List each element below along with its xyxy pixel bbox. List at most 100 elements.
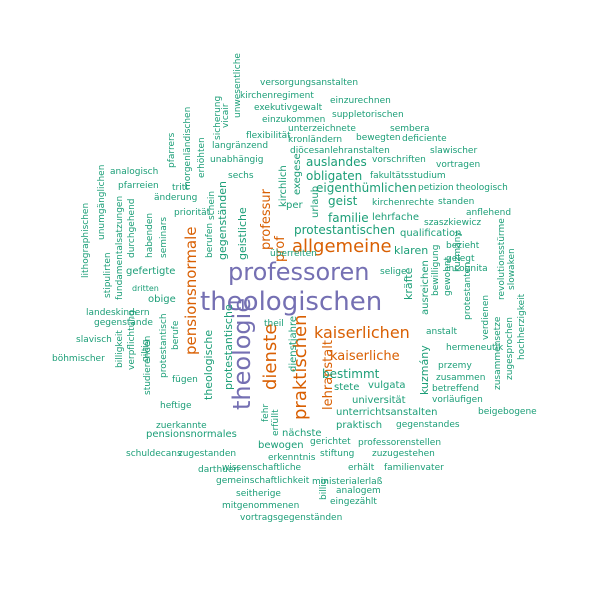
word-nächste: nächste [282, 428, 322, 439]
word-kaiserlichen: kaiserlichen [314, 323, 410, 342]
word-slawischer: slawischer [430, 146, 477, 156]
word-fundamentalsatzungen: fundamentalsatzungen [115, 196, 125, 300]
word-analogisch: analogisch [110, 167, 158, 177]
word-kronländern: kronländern [288, 135, 342, 145]
word-slavisch: slavisch [76, 335, 112, 345]
word-pensionsnormale: pensionsnormale [182, 226, 200, 355]
word-erkenntnis: erkenntnis [268, 453, 316, 463]
word-seitherige: seitherige [236, 489, 281, 499]
word-slowaken: slowaken [507, 248, 517, 290]
word-auslandes: auslandes [306, 155, 367, 169]
word-familie: familie [328, 211, 369, 225]
word-diöcesanlehranstalten: diöcesanlehranstalten [290, 146, 390, 156]
word-theologie: theologie [228, 298, 256, 410]
word-przemy: przemy [438, 361, 472, 371]
word-berufe: berufe [171, 320, 181, 350]
word-qualification: qualification [400, 228, 461, 239]
word-anflehend: anflehend [466, 208, 511, 218]
word-kuzm-ny: kuzmány [453, 231, 463, 272]
word-zusammen: zusammen [436, 373, 485, 383]
word-selige: selige [380, 267, 407, 277]
word-praktischen: praktischen [290, 314, 311, 420]
word-pfarreien: pfarreien [118, 181, 159, 191]
word-gegenstandes: gegenstandes [396, 420, 460, 430]
word-lehranstalt: lehranstalt [321, 340, 336, 410]
word-stipulirten: stipulirten [103, 252, 113, 298]
word-sicherung: sicherung [213, 96, 223, 140]
word-eigenthümlichen: eigenthümlichen [316, 181, 417, 195]
word-bestimmt: bestimmt [322, 367, 380, 381]
word-langränzend: langränzend [212, 141, 268, 151]
word-anstalt: anstalt [426, 327, 457, 337]
word-erhöhten: erhöhten [197, 137, 207, 178]
word-bezieht: bezieht [446, 241, 480, 251]
word-ausreichen: ausreichen [420, 260, 431, 315]
word-verdienen: verdienen [481, 295, 491, 340]
word-universität: universität [352, 395, 406, 406]
word-gegenstände: gegenstände [94, 318, 153, 328]
word-fügen: fügen [172, 375, 198, 385]
word-studierenden: studierenden [143, 336, 153, 395]
word-revolutionsstürme: revolutionsstürme [497, 218, 507, 300]
word-landeskindern: landeskindern [86, 308, 150, 318]
word-habenden: habenden [145, 213, 155, 258]
word-per: per [286, 200, 304, 211]
word-stete: stete [334, 382, 359, 393]
word-verpflichtung: verpflichtung [127, 310, 137, 370]
word-änderung: änderung [154, 193, 197, 203]
word-sechs: sechs [228, 171, 254, 181]
word-einzurechnen: einzurechnen [330, 96, 391, 106]
word-protestantisch: protestantisch [159, 313, 169, 378]
word-zuerkannte: zuerkannte [156, 421, 207, 431]
word-praktisch: praktisch [336, 420, 382, 431]
word-urlaub: urlaub [310, 186, 321, 218]
word-unabhängig: unabhängig [210, 155, 264, 165]
word-dienste: dienste [260, 324, 281, 390]
word-geistliche: geistliche [236, 207, 249, 260]
word-beigebogene: beigebogene [478, 407, 537, 417]
word-giltig: giltig [141, 340, 151, 362]
word-allgemeine: allgemeine [292, 236, 392, 257]
word-morgenländischen: morgenländischen [183, 107, 193, 190]
word-durchgehend: durchgehend [127, 199, 137, 258]
word-berufen: berufen [205, 223, 215, 258]
word-bewegten: bewegten [356, 133, 401, 143]
word-gegenständen: gegenständen [216, 181, 229, 260]
word-böhmischer: böhmischer [52, 354, 105, 364]
word-kirchenrechte: kirchenrechte [372, 198, 434, 208]
word-seminars: seminars [159, 217, 169, 258]
word-exegese: exegese [292, 153, 303, 195]
word-vicair: vicair [221, 103, 231, 128]
word-darthuen: darthuen [198, 465, 239, 475]
word-vulgata: vulgata [368, 380, 406, 391]
word-zuzugestehen: zuzugestehen [372, 449, 435, 459]
word-erhält: erhält [348, 463, 375, 473]
word-flexibilität: flexibilität [246, 131, 291, 141]
word-klaren: klaren [394, 244, 428, 257]
word-überreiten: überreiten [270, 249, 317, 259]
word-obligaten: obligaten [306, 169, 362, 183]
word-incognita: incognita [446, 264, 488, 274]
word-vorschriften: vorschriften [372, 155, 426, 165]
word-fehr: fehr [261, 404, 271, 422]
word-prof: prof [273, 236, 288, 262]
word-fakultätsstudium: fakultätsstudium [370, 171, 446, 181]
word-hochherzigkeit: hochherzigkeit [517, 293, 527, 360]
word-gefertigte: gefertigte [126, 266, 175, 277]
word-familienvater: familienvater [384, 463, 444, 473]
word-unterrichtsanstalten: unterrichtsanstalten [336, 407, 437, 418]
word-petizion: petizion [418, 183, 454, 193]
word-ministerialerlaß: ministerialerlaß [312, 477, 383, 487]
word-mitgenommenen: mitgenommenen [222, 501, 299, 511]
word-gelegt: gelegt [446, 254, 475, 264]
word-protestanten: protestanten [463, 262, 473, 320]
word-obige: obige [148, 294, 176, 305]
word-tritt: tritt [172, 183, 189, 193]
word-eingezählt: eingezählt [330, 497, 377, 507]
word-erfüllt: erfüllt [271, 409, 281, 436]
word-pfarrers: pfarrers [167, 132, 177, 168]
word-theologischen: theologischen [200, 287, 382, 317]
word-schuldecans: schuldecans [126, 449, 182, 459]
word-gewohnt: gewohnt [443, 256, 453, 296]
